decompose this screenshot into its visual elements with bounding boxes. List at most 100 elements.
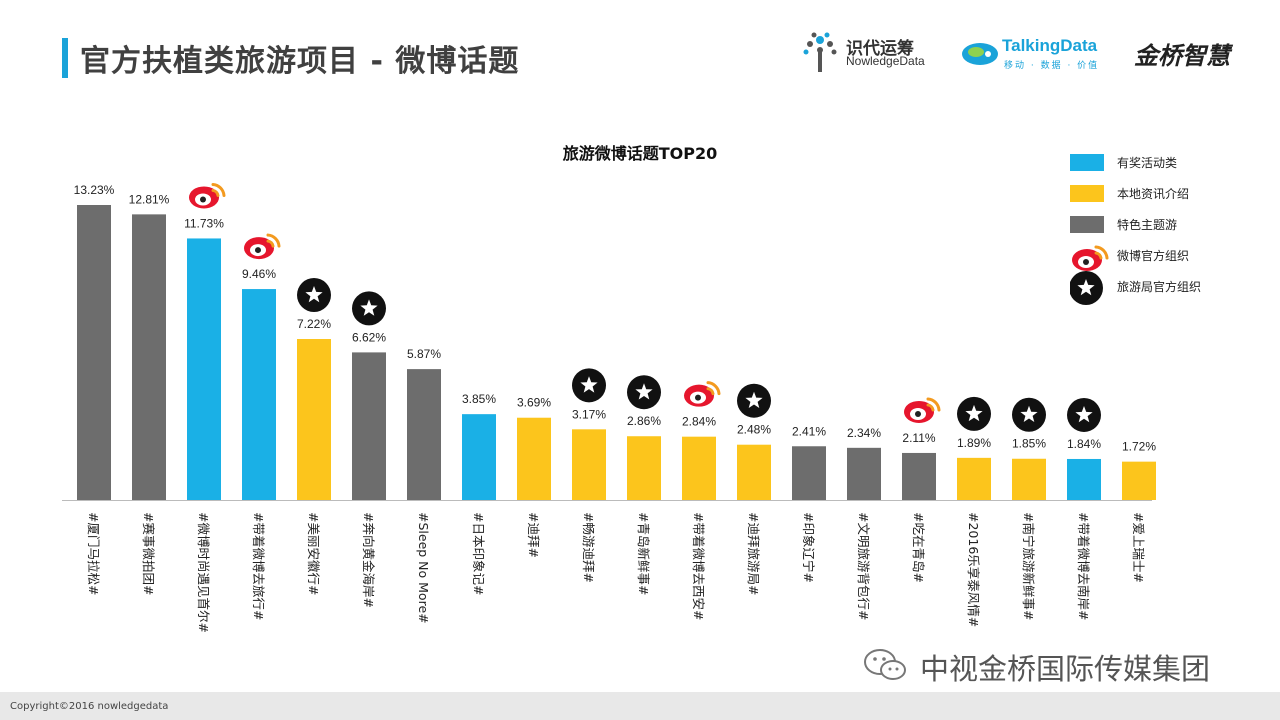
- logo1-sub: NowledgeData: [846, 54, 925, 68]
- legend-label-2: 本地资讯介绍: [1117, 187, 1190, 201]
- logo2-sub: 移动 · 数据 · 价值: [1004, 61, 1100, 71]
- legend-swatch-blue: [1070, 154, 1104, 171]
- value-label-17: 1.89%: [957, 436, 991, 450]
- value-label-10: 3.17%: [572, 407, 606, 421]
- legend-star-mark: [1070, 271, 1103, 305]
- nowledgedata-logo: 识代运筹 NowledgeData: [800, 30, 940, 74]
- category-label-8: #日本印象记#: [471, 512, 486, 595]
- bar-16: [902, 452, 936, 500]
- value-label-14: 2.41%: [792, 424, 826, 438]
- category-label-16: #吃在青岛#: [911, 512, 926, 583]
- bar-19: [1067, 458, 1101, 500]
- chart-legend: 有奖活动类本地资讯介绍 特色主题游微博官方组织 旅游局官方组织: [1070, 150, 1270, 305]
- legend-label-4: 微博官方组织: [1117, 249, 1190, 263]
- star-icon-6: [352, 291, 386, 326]
- weibo-icon-4-wave-outer: [266, 233, 281, 248]
- category-label-1: #厦门马拉松#: [86, 512, 101, 595]
- legend-star-icon: [1070, 271, 1103, 305]
- weibo-icon-4-eye: [255, 247, 261, 254]
- watermark-text: 中视金桥国际传媒集团: [920, 652, 1211, 686]
- value-label-9: 3.69%: [517, 396, 551, 410]
- bar-13: [737, 444, 771, 500]
- bar-2: [132, 214, 166, 500]
- value-label-12: 2.84%: [682, 415, 716, 429]
- weibo-icon-3-wave-outer: [211, 182, 226, 197]
- star-icon-10: [572, 368, 606, 403]
- star-icon-10-shape: [580, 376, 598, 393]
- value-label-13: 2.48%: [737, 423, 771, 437]
- title-accent-bar: [62, 38, 68, 78]
- category-label-20: #爱上瑞士#: [1131, 512, 1146, 583]
- bar-1: [77, 205, 111, 500]
- copyright-text: Copyright©2016 nowledgedata: [10, 701, 169, 712]
- legend-star-mark-shape: [1077, 279, 1095, 296]
- category-label-12: #带着微博去西安#: [691, 512, 706, 620]
- weibo-icon-16-wave-inner: [926, 403, 935, 412]
- category-label-14: #印象辽宁#: [801, 512, 816, 583]
- value-label-7: 5.87%: [407, 347, 441, 361]
- weibo-icon-16-eye: [915, 410, 921, 417]
- weibo-icon-12-eye: [695, 394, 701, 401]
- category-label-13: #迪拜旅游局#: [746, 512, 761, 595]
- value-label-1: 13.23%: [74, 183, 115, 197]
- weibo-icon-12: [684, 381, 721, 407]
- star-icon-6-shape: [360, 299, 378, 316]
- legend-swatch-yellow: [1070, 185, 1104, 202]
- bar-9: [517, 417, 551, 500]
- category-label-15: #文明旅游背包行#: [856, 512, 871, 620]
- weibo-icon-3-eye: [200, 196, 206, 203]
- bar-18: [1012, 458, 1046, 500]
- bar-8: [462, 414, 496, 500]
- bar-20: [1122, 461, 1156, 500]
- star-icon-11-shape: [635, 383, 653, 400]
- category-label-6: #奔向黄金海岸#: [361, 512, 376, 608]
- talkingdata-logo: TalkingData 移动 · 数据 · 价值: [960, 32, 1110, 76]
- bar-17: [957, 457, 991, 500]
- logo2-name: TalkingData: [1002, 36, 1098, 55]
- legend-weibo-mark-eye: [1083, 259, 1089, 265]
- weibo-icon-16: [904, 397, 941, 423]
- star-icon-18-shape: [1020, 405, 1038, 422]
- category-label-9: #迪拜#: [526, 512, 541, 558]
- jinqiao-logo: 金桥智慧: [1134, 42, 1230, 70]
- value-label-20: 1.72%: [1122, 440, 1156, 454]
- category-label-17: #2016乐享泰风情#: [966, 512, 981, 627]
- weibo-icon-3: [189, 182, 226, 209]
- legend-label-3: 特色主题游: [1117, 218, 1178, 232]
- star-icon-18: [1012, 397, 1046, 432]
- star-icon-19: [1067, 397, 1101, 432]
- weibo-icon-16-wave-outer: [926, 397, 941, 412]
- weibo-icon-4: [244, 233, 281, 260]
- value-label-18: 1.85%: [1012, 437, 1046, 451]
- value-label-8: 3.85%: [462, 392, 496, 406]
- weibo-icon-12-wave-outer: [706, 381, 721, 396]
- bar-chart: 13.23% #厦门马拉松# 12.81% #赛事微拍团# 11.73% #微博时尚遇见首…: [62, 182, 1156, 633]
- category-label-4: #带着微博去旅行#: [251, 512, 266, 620]
- bar-6: [352, 352, 386, 500]
- star-icon-11: [627, 375, 661, 410]
- logo1-name: 识代运筹: [846, 39, 914, 59]
- legend-item-1: 有奖活动类: [1070, 150, 1270, 181]
- value-label-11: 2.86%: [627, 414, 661, 428]
- legend-label-5: 旅游局官方组织: [1117, 280, 1202, 294]
- bar-10: [572, 429, 606, 500]
- bar-11: [627, 436, 661, 500]
- star-icon-19-shape: [1075, 406, 1093, 423]
- legend-item-3: 特色主题游: [1070, 212, 1270, 243]
- logo-group: 识代运筹 NowledgeData TalkingData 移动 · 数据 · …: [800, 30, 1240, 80]
- tree-icon: [803, 32, 837, 72]
- value-label-5: 7.22%: [297, 317, 331, 331]
- watermark: 中视金桥国际传媒集团: [860, 644, 1260, 686]
- bar-14: [792, 446, 826, 500]
- star-icon-13: [737, 383, 771, 418]
- category-label-2: #赛事微拍团#: [141, 512, 156, 595]
- page-title: 官方扶植类旅游项目 - 微博话题: [80, 44, 520, 79]
- weibo-icon-12-wave-inner: [706, 387, 715, 396]
- category-label-3: #微博时尚遇见首尔#: [196, 512, 211, 633]
- legend-item-2: 本地资讯介绍: [1070, 181, 1270, 212]
- star-icon-13-shape: [745, 391, 763, 408]
- legend-item-4: 微博官方组织: [1070, 243, 1270, 274]
- value-label-19: 1.84%: [1067, 437, 1101, 451]
- footer: Copyright©2016 nowledgedata: [0, 692, 1280, 720]
- bar-5: [297, 339, 331, 500]
